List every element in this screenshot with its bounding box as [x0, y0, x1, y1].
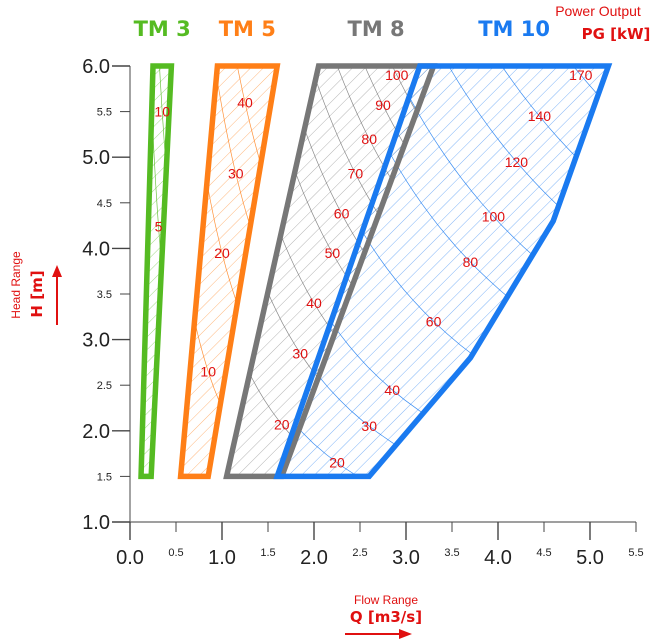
power-value-label: 20: [214, 245, 230, 261]
y-tick-label: 2.5: [97, 380, 112, 392]
power-value-label: 40: [306, 295, 322, 311]
y-tick-label: 3.5: [97, 289, 112, 301]
x-tick-label: 0.0: [116, 547, 144, 569]
y-tick-label: 1.5: [97, 471, 112, 483]
y-tick-label: 5.0: [82, 147, 110, 169]
x-tick-label: 5.0: [576, 547, 604, 569]
iso-power-curve: [277, 66, 458, 477]
power-value-label: 80: [361, 131, 377, 147]
iso-power-curve: [327, 66, 434, 477]
x-tick-label: 0.5: [168, 547, 183, 559]
y-axis-arrow: [52, 265, 62, 325]
series-name: TM 10: [478, 17, 550, 41]
power-labels: 5 10 10 20 30 40 20 30 40 50 60 70 80 90 100 20 30 40 60 80…: [154, 67, 592, 471]
x-tick-label: 2.0: [300, 547, 328, 569]
power-value-label: 30: [361, 418, 377, 434]
y-tick-label: 1.0: [82, 512, 110, 534]
power-value-label: 70: [348, 166, 364, 182]
power-value-label: 60: [334, 206, 350, 222]
iso-power-curve: [231, 66, 278, 477]
x-tick-label: 5.5: [628, 547, 643, 559]
x-tick-label: 4.0: [484, 547, 512, 569]
iso-power-curve: [353, 66, 434, 477]
power-value-label: 30: [292, 345, 308, 361]
x-axis-label: Flow Range: [354, 593, 418, 607]
x-axis-symbol: Q [m3/s]: [350, 608, 422, 626]
x-tick-label: 3.0: [392, 547, 420, 569]
power-value-label: 60: [426, 313, 442, 329]
y-axis-label: Head Range: [9, 251, 23, 319]
iso-power-curve: [483, 66, 609, 477]
power-value-label: 5: [155, 219, 163, 235]
y-axis-symbol: H [m]: [28, 270, 46, 317]
x-tick-label: 2.5: [352, 547, 367, 559]
series-name: TM 5: [219, 17, 276, 41]
power-value-label: 50: [325, 245, 341, 261]
power-output-symbol: PG [kW]: [582, 25, 651, 43]
series-name: TM 8: [348, 17, 405, 41]
series-name: TM 3: [134, 17, 191, 41]
series-fill: [180, 66, 278, 477]
x-tick-label: 4.5: [536, 547, 551, 559]
power-value-label: 40: [237, 94, 253, 110]
power-value-label: 140: [528, 108, 552, 124]
x-tick-label: 1.5: [260, 547, 275, 559]
series-outline: [177, 63, 281, 480]
power-value-label: 120: [505, 154, 529, 170]
x-tick-label: 3.5: [444, 547, 459, 559]
series-outline: [273, 63, 613, 480]
y-tick-label: 4.5: [97, 198, 112, 210]
power-output-label: Power Output: [555, 3, 641, 19]
power-value-label: 170: [569, 67, 593, 83]
x-tick-label: 1.0: [208, 547, 236, 569]
x-axis-arrow: [345, 629, 412, 639]
power-value-label: 30: [228, 166, 244, 182]
power-value-label: 10: [154, 104, 170, 120]
power-value-label: 100: [385, 67, 409, 83]
axes: 1.0 2.0 3.0 4.0 5.0 6.0 1.5 2.5 3.5 4.5 5.5 0.0 1.0 2…: [82, 56, 643, 569]
y-tick-label: 6.0: [82, 56, 110, 78]
power-value-label: 90: [375, 97, 391, 113]
power-value-label: 20: [329, 455, 345, 471]
power-value-label: 40: [384, 382, 400, 398]
iso-power-curve: [226, 66, 340, 477]
y-tick-label: 3.0: [82, 330, 110, 352]
power-value-label: 100: [482, 208, 506, 224]
y-tick-label: 5.5: [97, 107, 112, 119]
iso-power-curve: [433, 66, 609, 477]
iso-power-curve: [157, 66, 172, 477]
y-tick-label: 4.0: [82, 238, 110, 260]
power-value-label: 10: [200, 364, 216, 380]
y-tick-label: 2.0: [82, 421, 110, 443]
series-fill: [277, 66, 609, 477]
series-outlines: [138, 63, 613, 480]
series-outline: [138, 63, 175, 480]
legend: TM 3 TM 5 TM 8 TM 10: [134, 17, 550, 41]
power-value-label: 80: [463, 254, 479, 270]
power-value-label: 20: [274, 416, 290, 432]
